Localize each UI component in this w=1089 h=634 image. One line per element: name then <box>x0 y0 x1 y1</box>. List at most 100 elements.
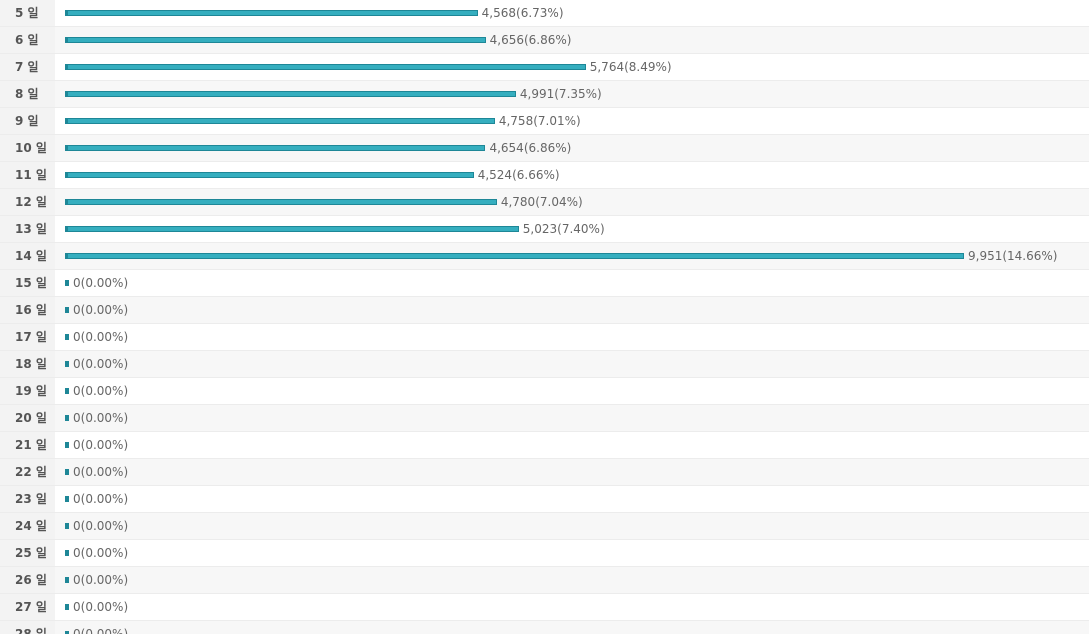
count-label: 0 <box>73 303 81 317</box>
bar-cell: 0(0.00%) <box>65 405 128 431</box>
value-label: 5,764(8.49%) <box>590 60 672 74</box>
bar-cell: 4,568(6.73%) <box>65 0 564 26</box>
value-label: 4,758(7.01%) <box>499 114 581 128</box>
percent-label: (7.01%) <box>533 114 581 128</box>
day-label: 11 일 <box>0 162 55 188</box>
day-label: 26 일 <box>0 567 55 593</box>
bar <box>65 388 69 394</box>
percent-label: (14.66%) <box>1002 249 1058 263</box>
count-label: 4,656 <box>489 33 524 47</box>
day-label: 7 일 <box>0 54 55 80</box>
day-label: 17 일 <box>0 324 55 350</box>
row: 13 일 5,023(7.40%) <box>0 216 1089 243</box>
bar-cell: 0(0.00%) <box>65 432 128 458</box>
count-label: 0 <box>73 438 81 452</box>
row: 27 일 0(0.00%) <box>0 594 1089 621</box>
day-label: 18 일 <box>0 351 55 377</box>
count-label: 0 <box>73 519 81 533</box>
row: 23 일 0(0.00%) <box>0 486 1089 513</box>
bar <box>65 37 486 43</box>
percent-label: (0.00%) <box>80 546 129 560</box>
row: 14 일 9,951(14.66%) <box>0 243 1089 270</box>
bar <box>65 361 69 367</box>
percent-label: (0.00%) <box>80 627 129 634</box>
day-label: 24 일 <box>0 513 55 539</box>
bar <box>65 631 69 634</box>
bar-cell: 4,758(7.01%) <box>65 108 581 134</box>
bar-cell: 0(0.00%) <box>65 270 128 296</box>
percent-label: (0.00%) <box>80 276 129 290</box>
value-label: 0(0.00%) <box>73 492 128 506</box>
value-label: 0(0.00%) <box>73 357 128 371</box>
value-label: 4,568(6.73%) <box>482 6 564 20</box>
day-label: 28 일 <box>0 621 55 634</box>
percent-label: (6.66%) <box>512 168 560 182</box>
value-label: 4,780(7.04%) <box>501 195 583 209</box>
count-label: 5,764 <box>589 60 625 74</box>
count-label: 5,023 <box>522 222 558 236</box>
day-label: 10 일 <box>0 135 55 161</box>
bar <box>65 469 69 475</box>
value-label: 0(0.00%) <box>73 330 128 344</box>
count-label: 4,654 <box>489 141 524 155</box>
day-label: 6 일 <box>0 27 55 53</box>
value-label: 9,951(14.66%) <box>968 249 1057 263</box>
count-label: 4,758 <box>498 114 534 128</box>
row: 11 일 4,524(6.66%) <box>0 162 1089 189</box>
value-label: 0(0.00%) <box>73 384 128 398</box>
value-label: 0(0.00%) <box>73 276 128 290</box>
bar <box>65 334 69 340</box>
row: 15 일 0(0.00%) <box>0 270 1089 297</box>
bar <box>65 64 586 70</box>
bar <box>65 145 486 151</box>
row: 17 일 0(0.00%) <box>0 324 1089 351</box>
bar <box>65 226 519 232</box>
percent-label: (7.35%) <box>554 87 602 101</box>
day-label: 13 일 <box>0 216 55 242</box>
percent-label: (8.49%) <box>624 60 672 74</box>
row: 18 일 0(0.00%) <box>0 351 1089 378</box>
bar <box>65 118 495 124</box>
day-label: 15 일 <box>0 270 55 296</box>
count-label: 0 <box>73 357 81 371</box>
count-label: 0 <box>73 492 81 506</box>
percent-label: (0.00%) <box>80 465 129 479</box>
row: 26 일 0(0.00%) <box>0 567 1089 594</box>
row: 16 일 0(0.00%) <box>0 297 1089 324</box>
day-label: 14 일 <box>0 243 55 269</box>
bar-cell: 0(0.00%) <box>65 621 128 634</box>
row: 20 일 0(0.00%) <box>0 405 1089 432</box>
bar-cell: 4,524(6.66%) <box>65 162 560 188</box>
value-label: 4,656(6.86%) <box>490 33 572 47</box>
row: 5 일 4,568(6.73%) <box>0 0 1089 27</box>
bar-cell: 0(0.00%) <box>65 351 128 377</box>
bar <box>65 10 478 16</box>
bar-cell: 0(0.00%) <box>65 567 128 593</box>
value-label: 0(0.00%) <box>73 438 128 452</box>
bar <box>65 91 516 97</box>
percent-label: (7.04%) <box>535 195 583 209</box>
day-label: 21 일 <box>0 432 55 458</box>
bar-cell: 0(0.00%) <box>65 297 128 323</box>
bar-cell: 0(0.00%) <box>65 540 128 566</box>
percent-label: (0.00%) <box>80 384 129 398</box>
count-label: 4,780 <box>500 195 536 209</box>
row: 6 일 4,656(6.86%) <box>0 27 1089 54</box>
bar <box>65 442 69 448</box>
count-label: 0 <box>73 411 81 425</box>
count-label: 0 <box>73 276 81 290</box>
count-label: 0 <box>73 573 81 587</box>
count-label: 0 <box>73 465 81 479</box>
day-label: 12 일 <box>0 189 55 215</box>
bar-cell: 0(0.00%) <box>65 513 128 539</box>
row: 21 일 0(0.00%) <box>0 432 1089 459</box>
percent-label: (0.00%) <box>80 357 129 371</box>
value-label: 0(0.00%) <box>73 627 128 634</box>
bar-cell: 0(0.00%) <box>65 486 128 512</box>
day-label: 5 일 <box>0 0 55 26</box>
value-label: 0(0.00%) <box>73 519 128 533</box>
percent-label: (6.86%) <box>523 33 572 47</box>
bar-cell: 9,951(14.66%) <box>65 243 1057 269</box>
row: 10 일 4,654(6.86%) <box>0 135 1089 162</box>
